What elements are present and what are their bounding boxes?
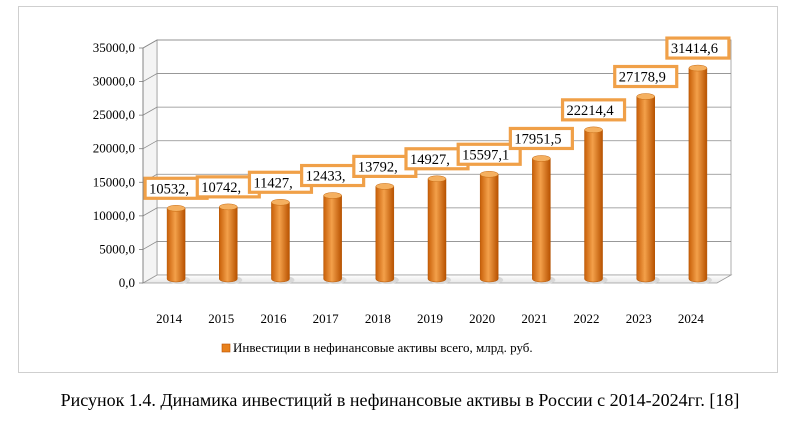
- data-label: 13792,: [358, 159, 398, 175]
- bar: [166, 208, 186, 283]
- bar: [688, 67, 708, 283]
- bar-top: [532, 155, 551, 162]
- grid-line: [142, 106, 731, 116]
- bar: [636, 96, 655, 283]
- bar: [323, 195, 342, 283]
- bar-top: [427, 175, 447, 183]
- bar-top: [375, 183, 395, 190]
- data-label: 10532,: [149, 181, 189, 197]
- bar-top: [323, 192, 342, 199]
- y-tick-label: 25000,0: [93, 107, 135, 122]
- bar-top: [584, 126, 603, 134]
- legend-label: Инвестиции в нефинансовые активы всего, …: [233, 340, 533, 355]
- data-labels: 10532, 10742, 11427, 12433, 13792, 14927, 1559…: [143, 36, 731, 200]
- bar-top: [479, 171, 499, 178]
- y-tick-label: 15000,0: [93, 174, 135, 189]
- data-label: 31414,6: [671, 41, 718, 57]
- x-tick-label: 2023: [626, 311, 652, 326]
- x-tick-label: 2022: [574, 311, 600, 326]
- data-label: 15597,1: [462, 147, 509, 163]
- bar: [219, 206, 238, 283]
- x-tick-label: 2019: [417, 311, 443, 326]
- bar-top: [271, 199, 290, 206]
- y-tick-label: 10000,0: [93, 208, 135, 223]
- data-label-box: [508, 126, 574, 151]
- bar: [375, 186, 395, 283]
- x-tick-label: 2015: [208, 311, 234, 326]
- bar: [584, 129, 603, 283]
- data-label: 11427,: [253, 175, 292, 191]
- data-label: 17951,5: [514, 131, 561, 147]
- bar-top: [166, 205, 186, 212]
- chart: 0,0 5000,0 10000,0 15000,0 20000,0 25000,0 300…: [93, 36, 733, 355]
- bar-top: [219, 203, 238, 211]
- data-label-box: [665, 36, 731, 60]
- x-tick-label: 2024: [678, 311, 705, 326]
- bar: [271, 202, 290, 283]
- y-tick-label: 5000,0: [99, 241, 135, 256]
- y-tick-label: 0,0: [119, 275, 135, 290]
- x-tick-label: 2014: [156, 311, 183, 326]
- x-tick-label: 2021: [521, 311, 547, 326]
- bars: [166, 64, 712, 284]
- data-label: 14927,: [410, 152, 450, 168]
- x-tick-label: 2017: [313, 311, 340, 326]
- data-label: 10742,: [201, 180, 241, 196]
- chart-frame: 0,0 5000,0 10000,0 15000,0 20000,0 25000,0 300…: [18, 6, 778, 373]
- y-tick-label: 30000,0: [93, 74, 135, 89]
- x-tick-label: 2016: [260, 311, 287, 326]
- data-label-box: [613, 64, 679, 89]
- data-label-box: [456, 142, 522, 166]
- bar-top: [688, 64, 708, 72]
- x-tick-label: 2018: [365, 311, 391, 326]
- y-axis-ticks: 0,0 5000,0 10000,0 15000,0 20000,0 25000,0 300…: [93, 40, 144, 290]
- data-label: 12433,: [306, 169, 346, 185]
- legend-swatch: [221, 343, 231, 353]
- y-tick-label: 20000,0: [93, 141, 135, 156]
- side-wall: [142, 39, 158, 284]
- y-tick-label: 35000,0: [93, 40, 135, 55]
- x-tick-label: 2020: [469, 311, 495, 326]
- legend: Инвестиции в нефинансовые активы всего, …: [221, 340, 533, 355]
- bar: [427, 178, 447, 283]
- grid-line: [142, 39, 731, 49]
- figure-caption: Рисунок 1.4. Динамика инвестиций в нефин…: [60, 390, 740, 410]
- bar-top: [636, 93, 655, 100]
- bar: [479, 174, 499, 283]
- grid-line: [142, 73, 731, 82]
- data-label: 22214,4: [567, 103, 615, 119]
- x-axis-ticks: 2014 2015 2016 2017 2018 2019 2020 2021 2022 2023…: [156, 311, 704, 326]
- bar: [532, 158, 551, 283]
- data-label-box: [560, 98, 627, 122]
- data-label: 27178,9: [619, 70, 666, 86]
